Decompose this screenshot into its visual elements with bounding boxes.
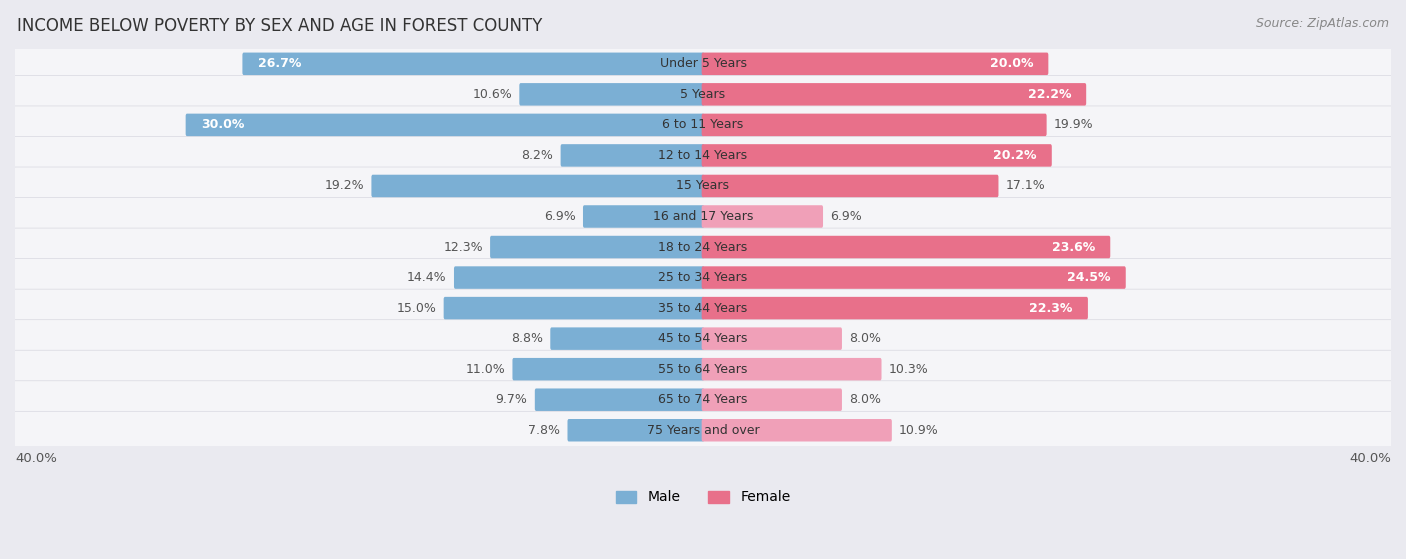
FancyBboxPatch shape [702,419,891,442]
FancyBboxPatch shape [13,45,1393,83]
Text: 23.6%: 23.6% [1052,240,1095,254]
FancyBboxPatch shape [13,107,1393,144]
FancyBboxPatch shape [13,351,1393,389]
Text: 15 Years: 15 Years [676,179,730,192]
FancyBboxPatch shape [13,136,1393,174]
Text: 17.1%: 17.1% [1005,179,1046,192]
FancyBboxPatch shape [702,266,1126,289]
FancyBboxPatch shape [702,389,842,411]
FancyBboxPatch shape [702,297,1088,319]
Text: Source: ZipAtlas.com: Source: ZipAtlas.com [1256,17,1389,30]
FancyBboxPatch shape [13,75,1393,113]
Text: 10.9%: 10.9% [898,424,939,437]
FancyBboxPatch shape [13,228,1393,266]
FancyBboxPatch shape [702,205,823,228]
Text: 65 to 74 Years: 65 to 74 Years [658,393,748,406]
Text: 12 to 14 Years: 12 to 14 Years [658,149,748,162]
FancyBboxPatch shape [519,83,704,106]
Text: 24.5%: 24.5% [1067,271,1111,284]
FancyBboxPatch shape [371,175,704,197]
FancyBboxPatch shape [534,389,704,411]
FancyBboxPatch shape [454,266,704,289]
FancyBboxPatch shape [13,411,1393,449]
Text: 40.0%: 40.0% [15,452,56,465]
FancyBboxPatch shape [13,412,1393,450]
FancyBboxPatch shape [13,197,1393,235]
Text: 9.7%: 9.7% [496,393,527,406]
FancyBboxPatch shape [550,328,704,350]
FancyBboxPatch shape [702,113,1046,136]
Text: 25 to 34 Years: 25 to 34 Years [658,271,748,284]
FancyBboxPatch shape [583,205,704,228]
FancyBboxPatch shape [13,320,1393,358]
FancyBboxPatch shape [242,53,704,75]
Text: INCOME BELOW POVERTY BY SEX AND AGE IN FOREST COUNTY: INCOME BELOW POVERTY BY SEX AND AGE IN F… [17,17,543,35]
Text: 14.4%: 14.4% [408,271,447,284]
FancyBboxPatch shape [512,358,704,381]
Text: 20.2%: 20.2% [993,149,1036,162]
Text: 10.3%: 10.3% [889,363,928,376]
Text: 16 and 17 Years: 16 and 17 Years [652,210,754,223]
Text: 45 to 54 Years: 45 to 54 Years [658,332,748,345]
Text: 40.0%: 40.0% [1350,452,1391,465]
FancyBboxPatch shape [13,259,1393,296]
Text: 8.2%: 8.2% [522,149,554,162]
FancyBboxPatch shape [702,328,842,350]
FancyBboxPatch shape [13,106,1393,144]
Text: 19.2%: 19.2% [325,179,364,192]
FancyBboxPatch shape [702,83,1087,106]
FancyBboxPatch shape [702,144,1052,167]
Text: 75 Years and over: 75 Years and over [647,424,759,437]
Text: 19.9%: 19.9% [1054,119,1094,131]
FancyBboxPatch shape [13,76,1393,114]
Text: 22.2%: 22.2% [1028,88,1071,101]
FancyBboxPatch shape [13,198,1393,236]
FancyBboxPatch shape [13,381,1393,419]
FancyBboxPatch shape [13,137,1393,175]
FancyBboxPatch shape [13,168,1393,206]
Text: 30.0%: 30.0% [201,119,245,131]
FancyBboxPatch shape [561,144,704,167]
Text: 15.0%: 15.0% [396,302,436,315]
Text: 20.0%: 20.0% [990,58,1033,70]
Text: 6 to 11 Years: 6 to 11 Years [662,119,744,131]
FancyBboxPatch shape [702,236,1111,258]
FancyBboxPatch shape [568,419,704,442]
FancyBboxPatch shape [13,289,1393,327]
FancyBboxPatch shape [13,45,1393,83]
FancyBboxPatch shape [13,381,1393,419]
Text: 55 to 64 Years: 55 to 64 Years [658,363,748,376]
Text: 7.8%: 7.8% [529,424,560,437]
Text: 22.3%: 22.3% [1029,302,1073,315]
Text: 11.0%: 11.0% [465,363,505,376]
Text: 6.9%: 6.9% [544,210,575,223]
Text: 5 Years: 5 Years [681,88,725,101]
Text: Under 5 Years: Under 5 Years [659,58,747,70]
Text: 8.8%: 8.8% [510,332,543,345]
FancyBboxPatch shape [13,290,1393,328]
Text: 18 to 24 Years: 18 to 24 Years [658,240,748,254]
Text: 10.6%: 10.6% [472,88,512,101]
FancyBboxPatch shape [13,259,1393,297]
FancyBboxPatch shape [702,175,998,197]
FancyBboxPatch shape [186,113,704,136]
Text: 26.7%: 26.7% [257,58,301,70]
Text: 35 to 44 Years: 35 to 44 Years [658,302,748,315]
Text: 6.9%: 6.9% [831,210,862,223]
FancyBboxPatch shape [444,297,704,319]
Legend: Male, Female: Male, Female [610,485,796,510]
FancyBboxPatch shape [491,236,704,258]
Text: 12.3%: 12.3% [443,240,482,254]
FancyBboxPatch shape [13,229,1393,267]
FancyBboxPatch shape [13,167,1393,205]
FancyBboxPatch shape [13,320,1393,358]
Text: 8.0%: 8.0% [849,393,882,406]
FancyBboxPatch shape [702,358,882,381]
Text: 8.0%: 8.0% [849,332,882,345]
FancyBboxPatch shape [13,350,1393,388]
FancyBboxPatch shape [702,53,1049,75]
